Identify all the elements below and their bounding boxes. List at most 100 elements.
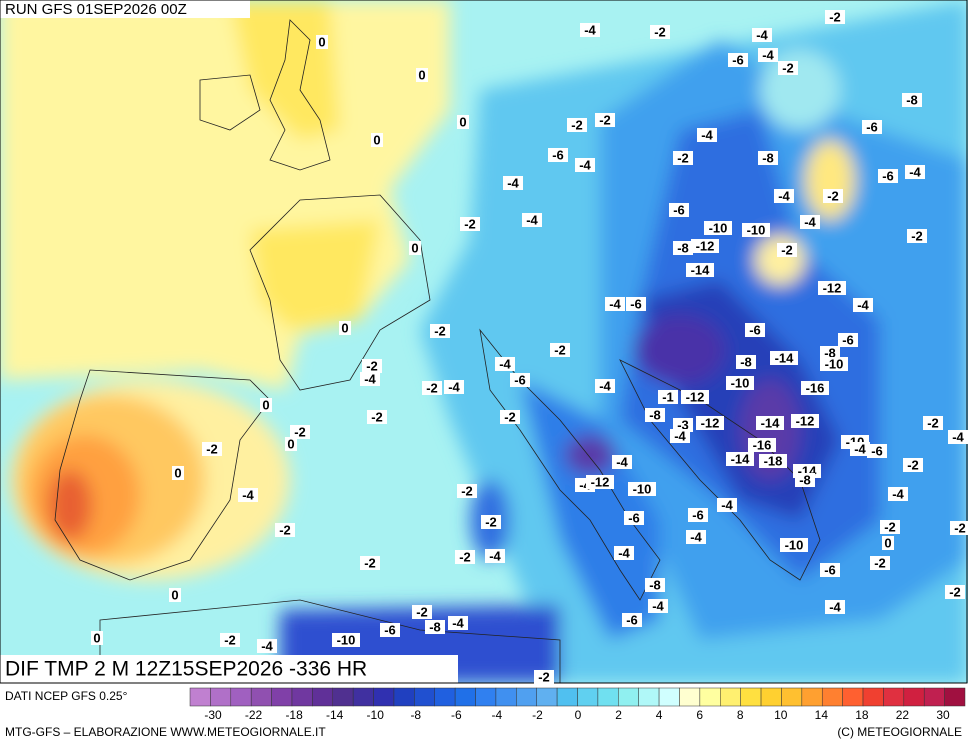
contour-label: -2 — [554, 342, 566, 357]
contour-label: -8 — [429, 619, 441, 634]
contour-label-box — [332, 633, 360, 647]
contour-label-box — [430, 324, 450, 338]
colorbar-swatch — [842, 687, 864, 707]
colorbar-tick-label: -22 — [245, 708, 263, 722]
contour-label: -4 — [762, 47, 774, 62]
contour-label-box — [818, 281, 846, 295]
contour-label: -6 — [732, 52, 744, 67]
contour-label: -6 — [514, 372, 526, 387]
contour-label: -2 — [416, 604, 428, 619]
contour-label-box — [444, 380, 464, 394]
colorbar-tick-label: -6 — [451, 708, 462, 722]
contour-label: -2 — [434, 323, 446, 338]
colorbar-swatch — [536, 687, 558, 707]
contour-label: 0 — [93, 630, 100, 645]
contour-label: 0 — [411, 240, 418, 255]
contour-label: 0 — [884, 535, 891, 550]
contour-label: -4 — [652, 598, 664, 613]
colorbar-swatch — [781, 687, 803, 707]
contour-label: -4 — [579, 157, 591, 172]
contour-label: -2 — [907, 457, 919, 472]
contour-label-box — [448, 616, 468, 630]
contour-label-box — [460, 217, 480, 231]
colorbar-tick-label: -4 — [492, 708, 503, 722]
contour-label: -2 — [782, 60, 794, 75]
contour-label-box — [371, 133, 383, 147]
contour-label: -12 — [823, 280, 842, 295]
colorbar-swatch — [699, 687, 721, 707]
contour-label-box — [697, 128, 717, 142]
contour-label: -4 — [674, 428, 686, 443]
contour-label-box — [945, 585, 965, 599]
contour-label: -2 — [206, 441, 218, 456]
contour-label-box — [422, 381, 442, 395]
contour-label: -4 — [909, 164, 921, 179]
contour-label-box — [339, 321, 351, 335]
contour-label: -4 — [489, 548, 501, 563]
colorbar-tick-label: -2 — [532, 708, 543, 722]
contour-label: -8 — [649, 407, 661, 422]
colorbar-swatch — [862, 687, 884, 707]
contour-label: -4 — [584, 22, 596, 37]
colorbar-swatch — [577, 687, 599, 707]
contour-label-box — [862, 120, 882, 134]
map-title: DIF TMP 2 M 12Z15SEP2026 -336 HR — [5, 658, 367, 681]
colorbar-tick-label: 2 — [615, 708, 622, 722]
contour-label-box — [820, 357, 848, 371]
colorbar-tick-label: -14 — [326, 708, 344, 722]
contour-label-box — [923, 416, 943, 430]
contour-label: -2 — [571, 117, 583, 132]
contour-label-box — [260, 398, 272, 412]
contour-label-box — [686, 530, 706, 544]
colorbar-swatch — [658, 687, 680, 707]
contour-label: -8 — [824, 345, 836, 360]
contour-label-box — [548, 148, 568, 162]
contour-label: 0 — [287, 436, 294, 451]
contour-label: -4 — [854, 441, 866, 456]
contour-label: -4 — [892, 486, 904, 501]
contour-label: -2 — [224, 632, 236, 647]
contour-label: -2 — [954, 520, 966, 535]
contour-label-box — [726, 376, 754, 390]
contour-label-box — [91, 631, 103, 645]
contour-label: -10 — [731, 375, 750, 390]
contour-label-box — [626, 297, 646, 311]
contour-label: -8 — [677, 240, 689, 255]
contour-label-box — [624, 511, 644, 525]
colorbar-tick-label: -8 — [410, 708, 421, 722]
contour-label: -2 — [464, 216, 476, 231]
contour-label-box — [412, 605, 432, 619]
contour-label: -4 — [756, 27, 768, 42]
contour-label-box — [238, 488, 258, 502]
contour-label: -2 — [874, 555, 886, 570]
colorbar-swatch — [454, 687, 476, 707]
contour-label-box — [950, 521, 968, 535]
contour-label-box — [673, 418, 693, 432]
contour-label: -2 — [371, 409, 383, 424]
contour-label-box — [669, 203, 689, 217]
contour-label: -10 — [709, 220, 728, 235]
contour-label: -4 — [609, 296, 621, 311]
colorbar-swatch — [801, 687, 823, 707]
contour-label-box — [495, 357, 515, 371]
contour-label: -10 — [747, 222, 766, 237]
contour-label-box — [360, 556, 380, 570]
contour-label: -6 — [882, 168, 894, 183]
colorbar-tick-label: 30 — [936, 708, 950, 722]
contour-label-box — [780, 538, 808, 552]
run-box — [0, 0, 250, 18]
contour-label-box — [360, 372, 380, 386]
contour-label-box — [290, 425, 310, 439]
contour-label: -2 — [911, 228, 923, 243]
colorbar-tick-label: 18 — [855, 708, 869, 722]
colorbar-swatch — [821, 687, 843, 707]
contour-label: -3 — [677, 417, 689, 432]
colorbar-swatch — [230, 687, 252, 707]
contour-label: -4 — [690, 529, 702, 544]
contour-label-box — [567, 118, 587, 132]
contour-label-box — [658, 390, 678, 404]
colorbar-swatch — [923, 687, 945, 707]
colorbar-tick-label: 14 — [815, 708, 829, 722]
colorbar-swatch — [414, 687, 435, 707]
